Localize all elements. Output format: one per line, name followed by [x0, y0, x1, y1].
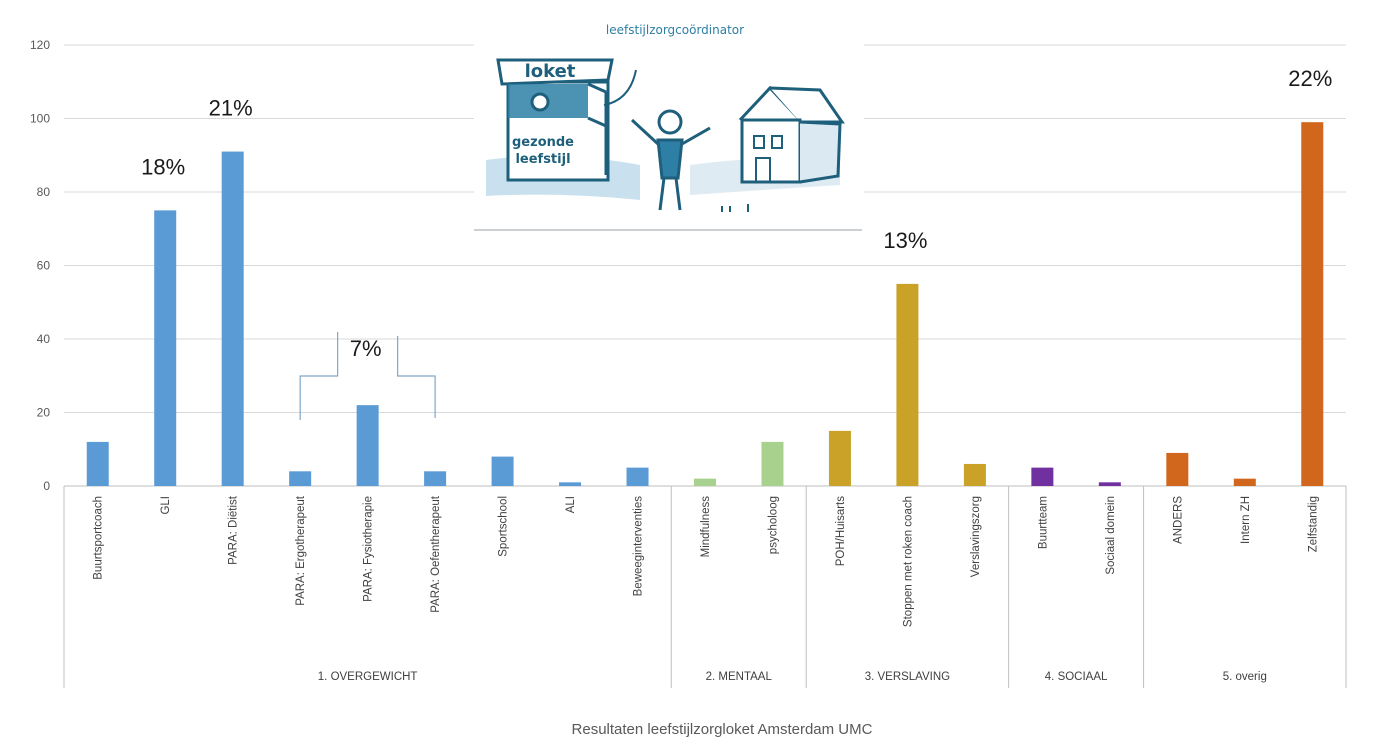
chart-caption: Resultaten leefstijlzorgloket Amsterdam …	[572, 721, 873, 738]
bars	[86, 122, 1324, 487]
x-tick-label: PARA: Diëtist	[228, 495, 240, 565]
y-tick-label: 40	[37, 332, 51, 346]
x-tick-label: Beweeginterventies	[633, 496, 645, 597]
grass-strokes	[721, 204, 749, 212]
kiosk-board-line1: gezonde	[512, 135, 574, 150]
kiosk-board-line2: leefstijl	[515, 152, 570, 167]
speech-line	[603, 69, 637, 106]
bar	[559, 482, 582, 486]
bar	[626, 467, 649, 486]
percentage-label: 7%	[350, 336, 382, 361]
x-tick-label: Buurtteam	[1037, 496, 1049, 549]
bar	[154, 210, 177, 486]
bar	[424, 471, 447, 486]
bar	[828, 430, 851, 486]
group-labels: 1. OVERGEWICHT 2. MENTAAL 3. VERSLAVING 4. …	[63, 486, 1347, 688]
bar	[1301, 122, 1324, 487]
para-bracket	[299, 332, 436, 420]
bar	[491, 456, 514, 486]
bar	[963, 463, 986, 486]
bar	[86, 441, 109, 486]
category-labels: Buurtsportcoach GLI PARA: Diëtist PARA: Erg…	[93, 495, 1320, 627]
percentage-label: 21%	[209, 96, 253, 121]
x-tick-label: ANDERS	[1172, 496, 1184, 544]
y-tick-label: 100	[30, 112, 50, 126]
group-label: 3. VERSLAVING	[865, 671, 950, 683]
x-tick-label: Mindfulness	[700, 496, 712, 558]
coordinator-person-icon	[630, 109, 711, 211]
y-tick-label: 60	[37, 259, 51, 273]
group-label: 4. SOCIAAL	[1045, 671, 1108, 683]
x-tick-label: Buurtsportcoach	[93, 496, 105, 580]
percentage-label: 13%	[883, 228, 927, 253]
x-tick-label: Zelfstandig	[1307, 496, 1319, 552]
x-tick-label: POH/Huisarts	[835, 496, 847, 567]
bar	[289, 471, 312, 486]
x-tick-label: Stoppen met roken coach	[902, 496, 914, 627]
x-tick-label: Verslavingszorg	[970, 496, 982, 577]
illustration: leefstijlzorgcoördinator loket gezonde l…	[474, 12, 864, 231]
y-tick-label: 0	[43, 479, 50, 493]
group-label: 2. MENTAAL	[706, 671, 773, 683]
bar	[356, 405, 379, 486]
bar	[1098, 482, 1121, 486]
bar	[1233, 478, 1256, 486]
percentage-label: 22%	[1288, 66, 1332, 91]
x-tick-label: Sociaal domein	[1105, 496, 1117, 575]
bar	[694, 478, 716, 486]
group-label: 1. OVERGEWICHT	[318, 671, 418, 683]
illustration-title: leefstijlzorgcoördinator	[606, 23, 744, 37]
x-tick-label: psycholoog	[767, 496, 779, 554]
y-axis: 0 20 40 60 80 100 120	[30, 38, 50, 493]
bar	[1031, 467, 1054, 486]
x-tick-label: Sportschool	[498, 496, 510, 557]
y-tick-label: 80	[37, 185, 51, 199]
percentage-label: 18%	[141, 154, 185, 179]
group-label: 5. overig	[1223, 671, 1267, 683]
x-tick-label: PARA: Oefentherapeut	[430, 495, 442, 613]
kiosk-sign: loket	[525, 61, 576, 82]
x-tick-label: ALI	[565, 496, 577, 513]
x-tick-label: Intern ZH	[1240, 496, 1252, 544]
percentage-annotations: 18% 21% 7% 13% 22%	[141, 66, 1332, 420]
bar	[761, 441, 784, 486]
x-tick-label: PARA: Ergotherapeut	[295, 495, 307, 606]
bar	[221, 151, 244, 486]
bar	[896, 283, 919, 486]
loket-kiosk-icon	[496, 58, 614, 182]
y-tick-label: 120	[30, 38, 50, 52]
x-tick-label: GLI	[160, 496, 172, 515]
x-tick-label: PARA: Fysiotherapie	[363, 496, 375, 602]
bar	[1166, 452, 1189, 486]
house-icon	[738, 85, 845, 184]
y-tick-label: 20	[37, 406, 51, 420]
